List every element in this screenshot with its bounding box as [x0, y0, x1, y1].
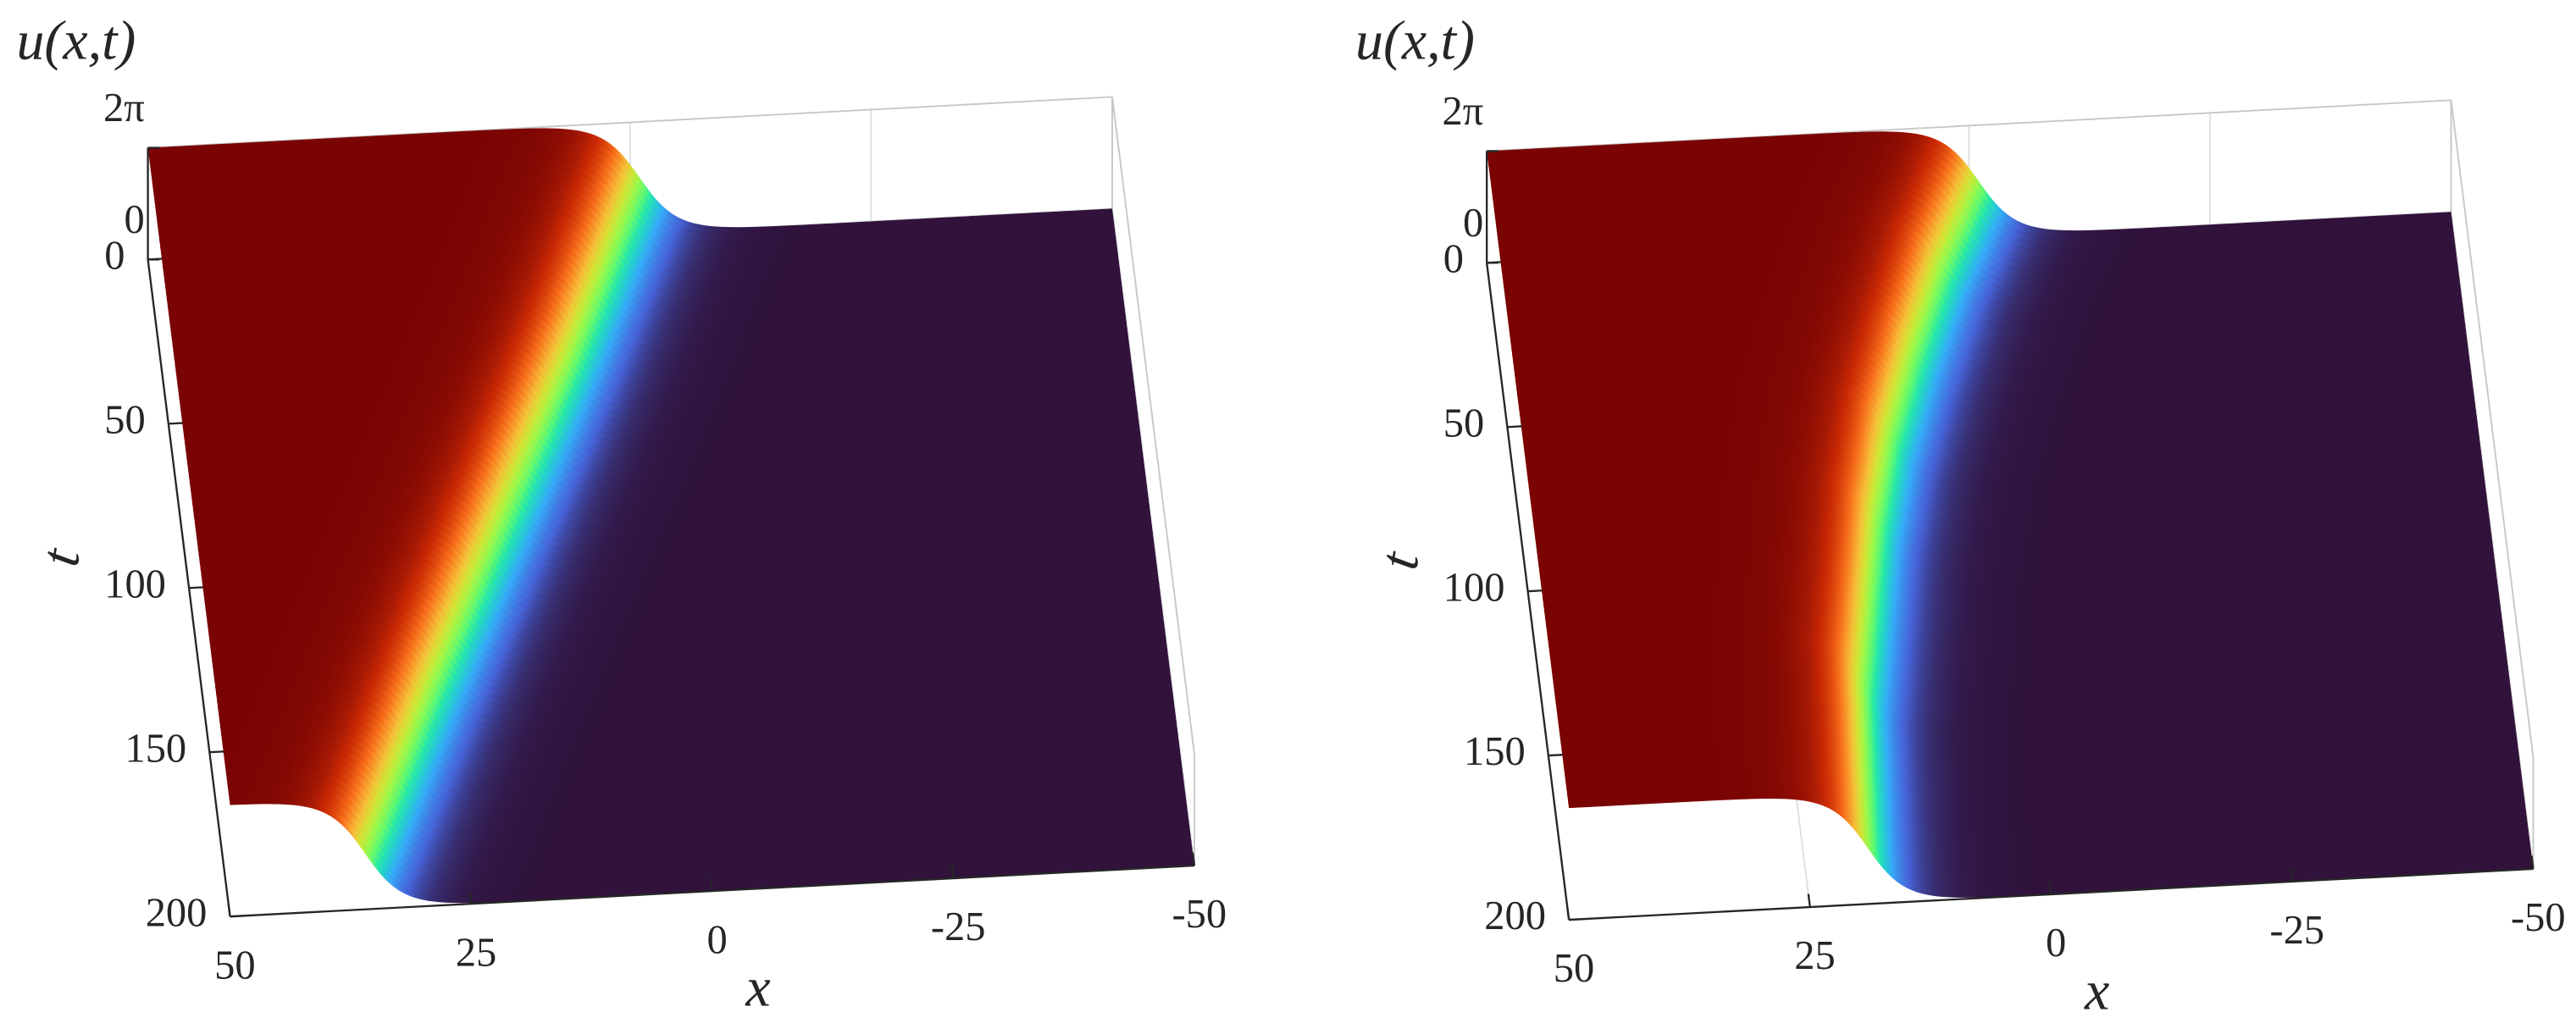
page: {"chart_data": [ {"type": "surface", "zl…	[16, 9, 2566, 1022]
